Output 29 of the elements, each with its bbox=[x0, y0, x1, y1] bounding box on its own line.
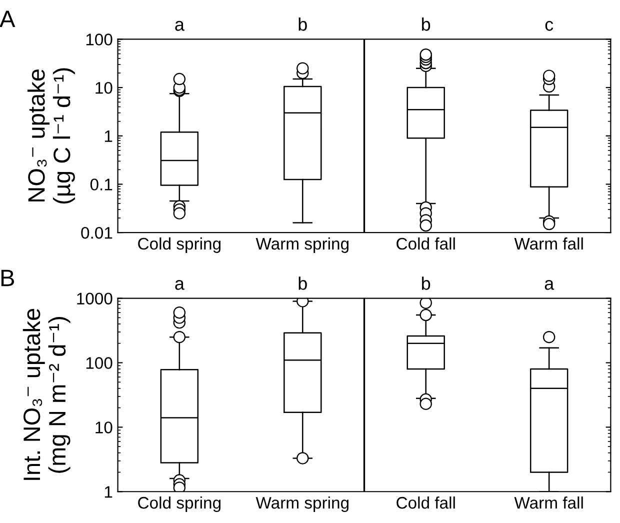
text: b bbox=[422, 276, 430, 290]
text: a bbox=[175, 20, 184, 31]
y-tick-label: 1 bbox=[104, 130, 112, 142]
text: a bbox=[175, 280, 184, 290]
y-tick-label: 0.1 bbox=[90, 178, 112, 190]
x-tick-label: Cold fall bbox=[396, 496, 455, 509]
x-tick-label: Cold spring bbox=[138, 496, 220, 512]
y-tick-label: 10 bbox=[96, 82, 112, 94]
text: b bbox=[422, 18, 430, 31]
y-tick-label: 0.01 bbox=[81, 226, 112, 239]
text: a bbox=[544, 280, 554, 290]
x-tick-label: Cold spring bbox=[138, 237, 220, 253]
text: b bbox=[298, 18, 307, 31]
y-tick-label: 1 bbox=[104, 486, 112, 498]
x-tick-label: Warm spring bbox=[256, 237, 348, 253]
y-axis-title: NO₃⁻ uptake (µg C l⁻¹ d⁻¹) bbox=[28, 68, 75, 204]
chart-title: A bbox=[0, 10, 16, 28]
x-tick-label: Warm fall bbox=[514, 237, 583, 250]
text: b bbox=[298, 276, 307, 290]
y-tick-label: 1000 bbox=[77, 292, 112, 304]
y-tick-label: 100 bbox=[86, 357, 112, 369]
y-tick-label: 100 bbox=[86, 34, 112, 46]
y-tick-label: 10 bbox=[96, 422, 112, 434]
chart-title: B bbox=[1, 270, 14, 286]
x-tick-label: Cold fall bbox=[396, 237, 455, 250]
text: c bbox=[545, 20, 554, 31]
x-tick-label: Warm spring bbox=[256, 496, 348, 512]
x-tick-label: Warm fall bbox=[514, 496, 583, 509]
y-axis-title: Int. NO₃⁻ uptake (mg N m⁻² d⁻¹) bbox=[22, 308, 70, 480]
